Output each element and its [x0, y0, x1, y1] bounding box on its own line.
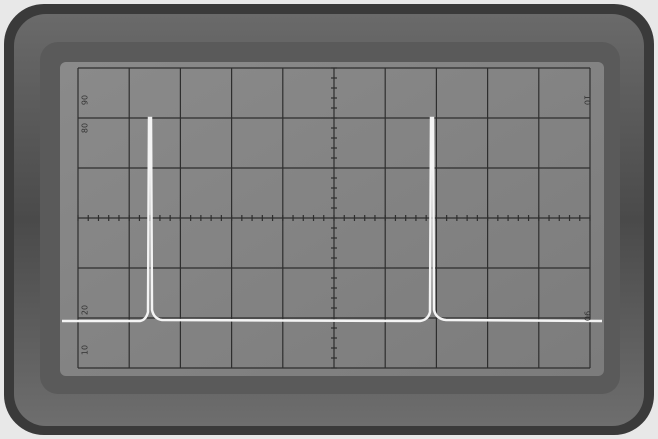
- scale-label: 90: [583, 311, 592, 321]
- trace: [62, 116, 603, 323]
- scale-label: 10: [583, 95, 592, 105]
- scale-label: 10: [81, 345, 90, 355]
- scale-label: 20: [81, 305, 90, 315]
- labels: 90 80 20 10 10 90: [81, 95, 592, 355]
- screen: [60, 62, 604, 376]
- scale-label: 80: [81, 123, 90, 133]
- graticule: [77, 67, 591, 369]
- scale-label: 90: [81, 95, 90, 105]
